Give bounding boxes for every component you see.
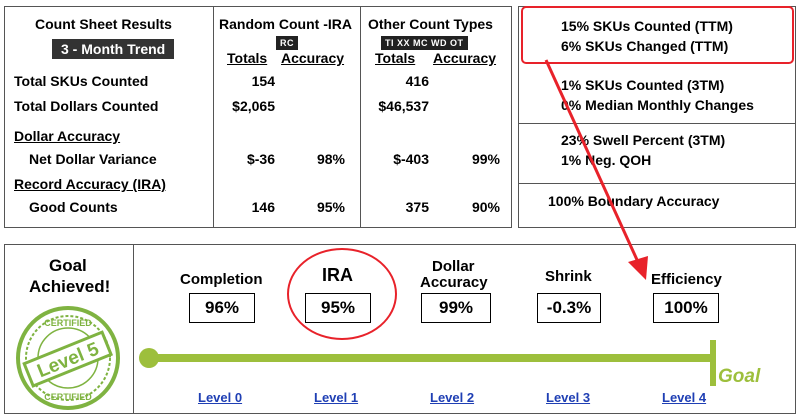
goal-marker <box>710 340 716 386</box>
stat-skus-counted-3tm: 1% SKUs Counted (3TM) <box>561 77 725 93</box>
stat-boundary-accuracy: 100% Boundary Accuracy <box>548 193 720 209</box>
divider <box>133 245 134 413</box>
dollar-accuracy-value: 99% <box>421 293 491 323</box>
goal-title-line2: Achieved! <box>29 277 111 296</box>
shrink-label: Shrink <box>545 268 592 285</box>
cell-good-ot-acc: 90% <box>471 199 500 215</box>
section-dollar-accuracy: Dollar Accuracy <box>14 128 121 144</box>
efficiency-value: 100% <box>653 293 719 323</box>
row-label-good-counts: Good Counts <box>29 199 118 215</box>
stat-skus-counted-ttm: 15% SKUs Counted (TTM) <box>561 18 733 34</box>
trend-label-text: 3 - Month Trend <box>61 41 166 57</box>
random-totals-header: Totals <box>227 50 268 66</box>
stats-panel <box>518 6 796 228</box>
divider <box>213 7 214 227</box>
count-sheet-results-panel: Count Sheet Results 3 - Month Trend Rand… <box>4 6 512 228</box>
row-label-net-variance: Net Dollar Variance <box>29 151 157 167</box>
badge-seal-icon: CERTIFIED CERTIFIED Level 5 <box>16 306 120 410</box>
stat-skus-changed-ttm: 6% SKUs Changed (TTM) <box>561 38 729 54</box>
other-totals-header: Totals <box>375 50 416 66</box>
cell-variance-rc-total: $-36 <box>246 151 275 167</box>
other-accuracy-header: Accuracy <box>433 50 497 66</box>
other-count-header: Other Count Types <box>368 16 493 32</box>
section-record-accuracy: Record Accuracy (IRA) <box>14 176 166 192</box>
level-5-certified-badge: CERTIFIED CERTIFIED Level 5 <box>12 302 124 414</box>
stat-swell-percent: 23% Swell Percent (3TM) <box>561 132 726 148</box>
level-link-0[interactable]: Level 0 <box>198 390 243 405</box>
completion-label: Completion <box>180 271 263 288</box>
cell-dollars-ot-total: $46,537 <box>378 98 429 114</box>
dollar-accuracy-label-1: Dollar <box>432 258 475 275</box>
random-count-header: Random Count -IRA <box>219 16 352 32</box>
badge-bottom-text: CERTIFIED <box>44 392 92 402</box>
shrink-value: -0.3% <box>537 293 601 323</box>
ira-highlight-circle <box>287 248 397 340</box>
cell-variance-ot-total: $-403 <box>393 151 429 167</box>
random-accuracy-header: Accuracy <box>281 50 345 66</box>
stat-neg-qoh: 1% Neg. QOH <box>561 152 652 168</box>
rc-tag: RC <box>276 36 298 50</box>
stat-median-changes: 0% Median Monthly Changes <box>561 97 754 113</box>
cell-good-rc-total: 146 <box>251 199 275 215</box>
cell-skus-ot-total: 416 <box>405 73 429 89</box>
trend-label: 3 - Month Trend <box>52 39 175 59</box>
highlight-box <box>521 6 794 64</box>
divider <box>519 183 795 184</box>
goal-label: Goal <box>718 366 761 387</box>
progress-track <box>149 354 715 362</box>
row-label-skus: Total SKUs Counted <box>14 73 149 89</box>
level-link-4[interactable]: Level 4 <box>662 390 707 405</box>
badge-top-text: CERTIFIED <box>44 318 92 328</box>
ira-value: 95% <box>305 293 371 323</box>
progress-start-dot <box>139 348 159 368</box>
cell-variance-ot-acc: 99% <box>471 151 500 167</box>
divider <box>360 7 361 227</box>
other-types-tag: TI XX MC WD OT <box>381 36 468 50</box>
completion-value: 96% <box>189 293 255 323</box>
panel-title: Count Sheet Results <box>35 16 172 32</box>
cell-good-ot-total: 375 <box>405 199 429 215</box>
level-link-3[interactable]: Level 3 <box>546 390 591 405</box>
divider <box>519 123 795 124</box>
ira-label: IRA <box>322 265 353 285</box>
cell-good-rc-acc: 95% <box>316 199 345 215</box>
dollar-accuracy-label-2: Accuracy <box>420 274 488 291</box>
row-label-dollars: Total Dollars Counted <box>14 98 159 114</box>
goal-title-line1: Goal <box>49 256 87 275</box>
cell-variance-rc-acc: 98% <box>316 151 345 167</box>
level-link-1[interactable]: Level 1 <box>314 390 359 405</box>
goal-progress-panel <box>4 244 796 414</box>
efficiency-label: Efficiency <box>651 271 722 288</box>
cell-dollars-rc-total: $2,065 <box>232 98 275 114</box>
level-link-2[interactable]: Level 2 <box>430 390 475 405</box>
cell-skus-rc-total: 154 <box>251 73 275 89</box>
